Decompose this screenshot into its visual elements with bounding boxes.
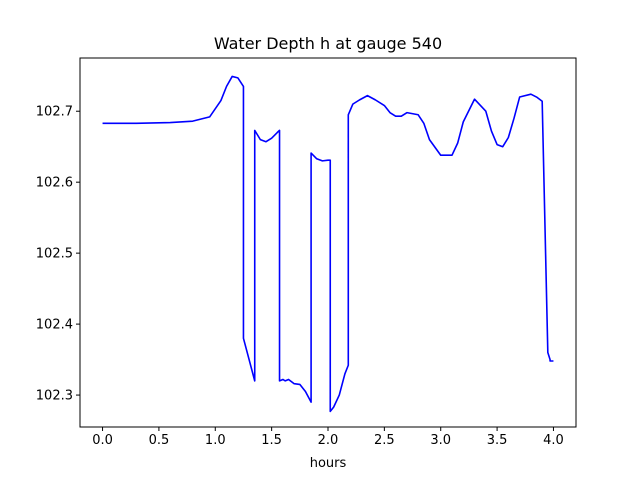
x-tick-label: 0.0 [92, 433, 113, 448]
x-tick-label: 0.5 [149, 433, 170, 448]
x-axis: 0.0 0.5 1.0 1.5 2.0 2.5 3.0 3.5 4.0 [92, 427, 564, 448]
plot-area [102, 75, 554, 413]
x-tick-label: 2.5 [374, 433, 395, 448]
y-tick-label: 102.3 [36, 389, 73, 404]
chart-title: Water Depth h at gauge 540 [214, 34, 442, 53]
x-tick-label: 2.0 [318, 433, 339, 448]
y-tick-label: 102.5 [36, 247, 73, 262]
y-tick-label: 102.7 [36, 105, 73, 120]
x-tick-label: 1.5 [261, 433, 282, 448]
x-axis-label: hours [310, 456, 347, 471]
x-tick-label: 3.5 [487, 433, 508, 448]
y-axis: 102.3 102.4 102.5 102.6 102.7 [36, 105, 80, 404]
x-tick-label: 3.0 [430, 433, 451, 448]
x-tick-label: 4.0 [543, 433, 564, 448]
y-tick-label: 102.4 [36, 318, 73, 333]
x-tick-label: 1.0 [205, 433, 226, 448]
series-line-0 [102, 75, 554, 413]
y-tick-label: 102.6 [36, 176, 73, 191]
